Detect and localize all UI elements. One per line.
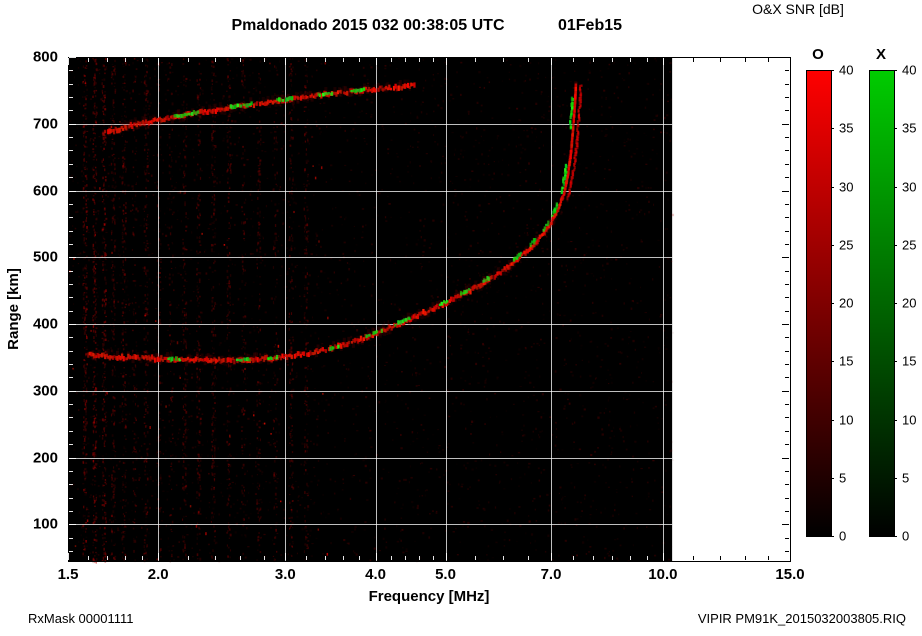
colorbar-tick-label: 0 [839,528,847,544]
colorbar-tick-label: 25 [839,237,854,253]
colorbar-tick-label: 5 [902,470,910,486]
colorbar-o-label: O [812,45,824,63]
y-axis-tick-label: 200 [32,449,58,467]
colorbar-tick-label: 20 [839,295,854,311]
colorbar-tick-label: 15 [902,353,917,369]
x-axis-tick-label: 4.0 [365,566,386,583]
colorbar-title: O&X SNR [dB] [752,1,844,17]
footer-rxmask-label: RxMask 00001111 [28,611,134,626]
colorbar-tick-label: 35 [839,120,854,136]
plot-title: Pmaldonado 2015 032 00:38:05 UTC [231,17,505,34]
colorbar-tick-label: 40 [839,62,854,78]
colorbar-tick-label: 30 [839,179,854,194]
x-axis-tick-label: 7.0 [540,566,562,583]
colorbar-tick-label: 25 [902,237,917,253]
y-axis-title: Range [km] [4,268,22,350]
x-axis-tick-label: 15.0 [775,566,805,583]
colorbar-tick-label: 10 [902,412,917,427]
footer-filename-label: VIPIR PM91K_2015032003805.RIQ [697,611,906,626]
colorbar-tick-label: 20 [902,295,917,311]
colorbar-tick-label: 5 [839,470,847,486]
x-axis-tick-label: 10.0 [648,566,678,583]
x-axis-tick-label: 3.0 [274,566,296,583]
x-axis-tick-label: 2.0 [147,566,169,583]
colorbar-tick-label: 0 [902,528,910,544]
colorbar-tick-label: 30 [902,179,917,194]
y-axis-tick-label: 400 [32,315,58,333]
y-axis-tick-label: 700 [32,115,58,133]
colorbar-tick-label: 40 [902,62,917,78]
y-axis-tick-label: 600 [32,182,58,199]
y-axis-tick-label: 300 [32,382,58,400]
plot-date-label: 01Feb15 [557,17,623,34]
y-axis-tick-label: 100 [32,515,58,533]
x-axis-tick-label: 5.0 [435,566,456,583]
colorbar-tick-label: 15 [839,353,854,369]
x-axis-title: Frequency [MHz] [368,588,490,605]
colorbar-tick-label: 35 [902,120,917,136]
y-axis-tick-label: 500 [32,248,58,266]
y-axis-tick-label: 800 [32,48,58,66]
colorbar-x-label: X [875,45,887,63]
colorbar-tick-label: 10 [839,412,854,427]
x-axis-tick-label: 1.5 [57,566,79,583]
